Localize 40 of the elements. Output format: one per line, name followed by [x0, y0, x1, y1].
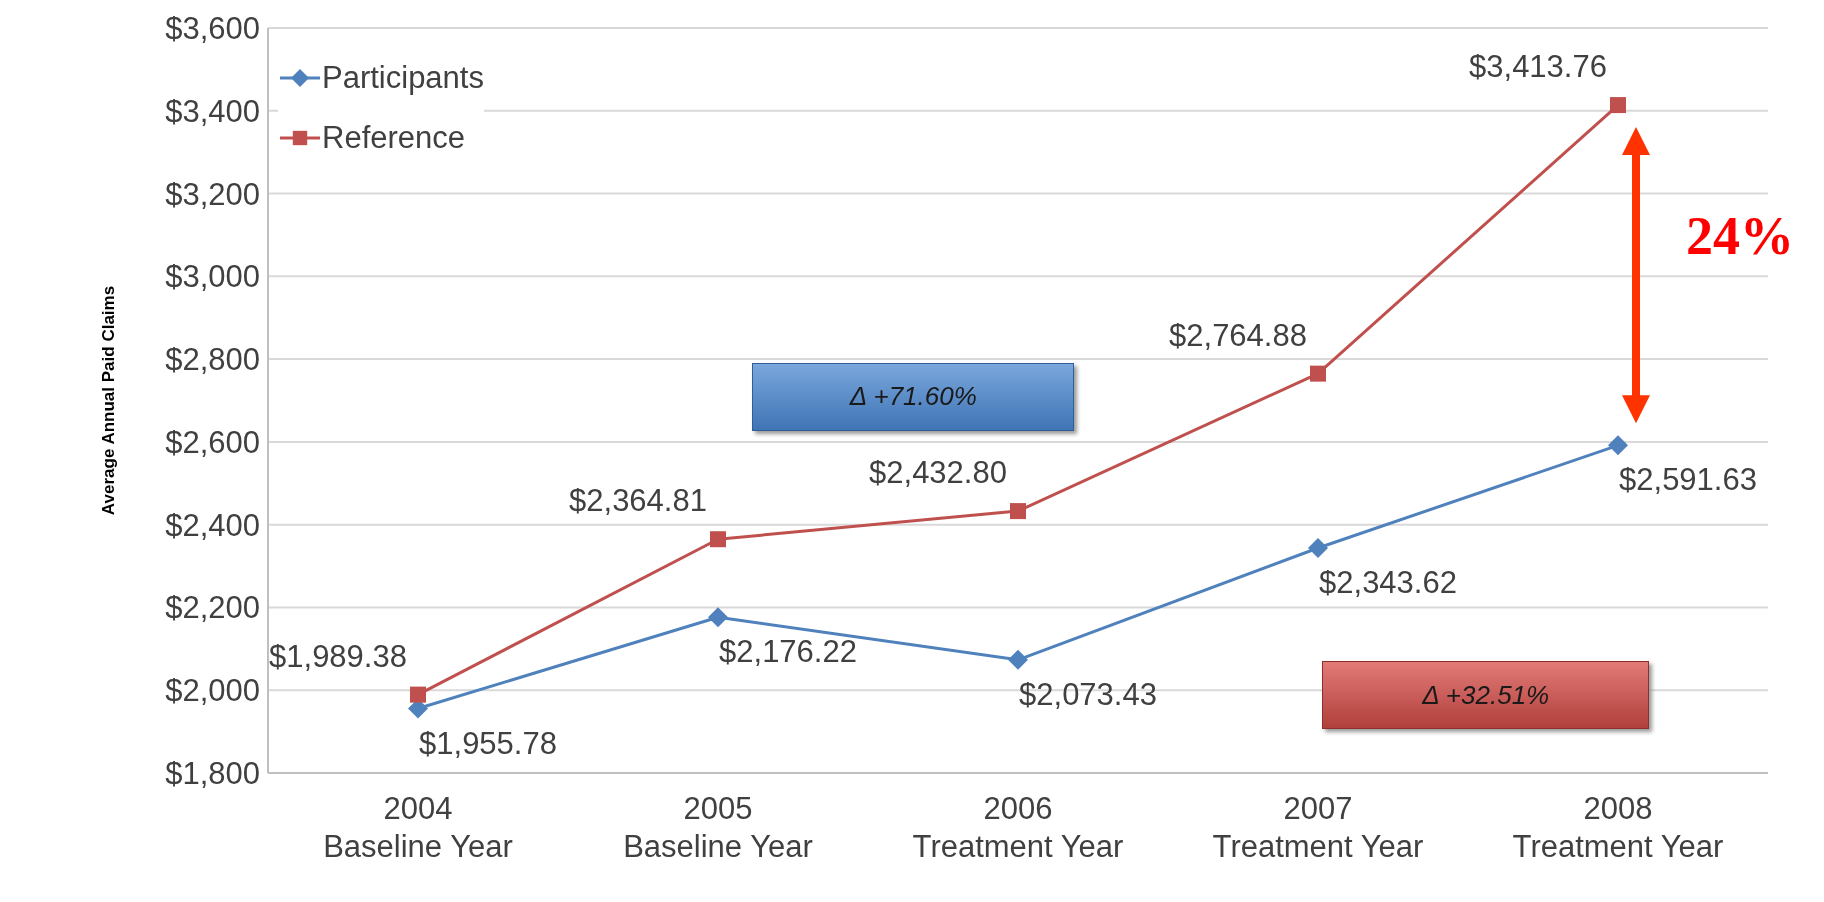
y-tick-label: $2,400	[165, 507, 260, 543]
data-label: $2,073.43	[1019, 676, 1157, 712]
y-tick-label: $2,200	[165, 590, 260, 626]
data-label: $2,764.88	[1169, 317, 1307, 353]
point	[1010, 503, 1026, 520]
x-tick-label: 2004 Baseline Year	[323, 791, 513, 864]
y-tick-label: $3,200	[165, 176, 260, 212]
y-tick-label: $2,000	[165, 673, 260, 709]
y-tick-label: $1,800	[165, 756, 260, 792]
x-tick-label: 2006 Treatment Year	[912, 791, 1124, 864]
data-label: $2,176.22	[719, 634, 857, 670]
point	[1308, 538, 1328, 558]
data-label: $1,989.38	[269, 638, 407, 674]
point	[710, 531, 726, 548]
y-tick-label: $3,600	[165, 11, 260, 47]
data-label: $2,343.62	[1319, 565, 1457, 600]
legend-label: Participants	[322, 60, 484, 96]
data-label: $1,955.78	[419, 725, 557, 761]
point	[410, 686, 426, 703]
x-tick-label: 2008 Treatment Year	[1512, 791, 1724, 864]
point	[708, 607, 728, 628]
y-tick-label: $3,400	[165, 93, 260, 129]
data-label: $2,364.81	[569, 483, 707, 519]
point	[1008, 649, 1028, 670]
legend-label: Reference	[322, 120, 466, 156]
y-tick-label: $2,600	[165, 424, 260, 460]
point	[1608, 435, 1628, 456]
y-tick-label: $2,800	[165, 342, 260, 378]
y-tick-label: $3,000	[165, 259, 260, 295]
data-label: $3,413.76	[1469, 49, 1607, 85]
point	[1310, 365, 1326, 382]
callout-box: Δ +32.51%	[1322, 661, 1650, 730]
x-tick-label: 2007 Treatment Year	[1212, 791, 1424, 864]
point	[1610, 97, 1626, 114]
y-axis-title: Average Annual Paid Claims	[99, 285, 119, 516]
annotation: 24%	[1686, 205, 1794, 268]
data-label: $2,432.80	[869, 455, 1007, 491]
callout-box: Δ +71.60%	[752, 362, 1075, 431]
data-label: $2,591.63	[1619, 462, 1757, 498]
x-tick-label: 2005 Baseline Year	[623, 791, 813, 864]
